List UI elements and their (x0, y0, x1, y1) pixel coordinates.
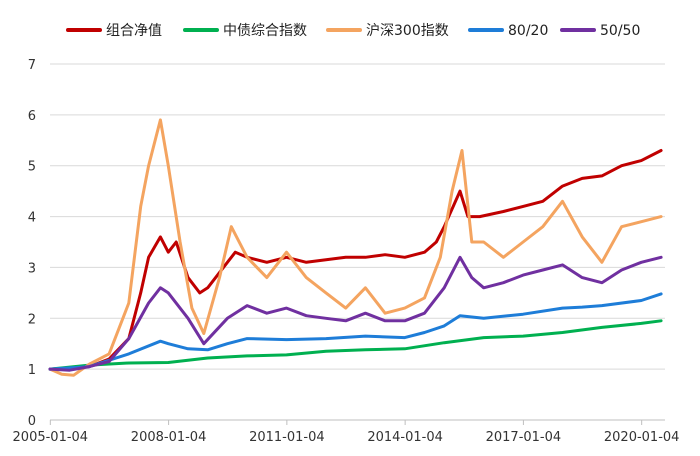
legend-label-0: 组合净值 (106, 23, 162, 39)
legend-label-3: 80/20 (508, 23, 548, 39)
series-line-0 (48, 149, 663, 371)
x-tick-label: 2017-01-04 (486, 430, 562, 445)
y-tick-label: 4 (28, 211, 36, 226)
y-tick-label: 0 (28, 414, 36, 429)
series-line-2 (48, 118, 663, 377)
legend-label-1: 中债综合指数 (223, 23, 307, 39)
x-tick-label: 2020-01-04 (604, 430, 680, 445)
y-axis-ticks: 0 1 2 3 4 5 6 7 (28, 58, 36, 429)
x-tick-label: 2014-01-04 (367, 430, 443, 445)
series-line-4 (48, 255, 663, 372)
y-tick-label: 3 (28, 261, 36, 276)
x-tick-label: 2008-01-04 (131, 430, 207, 445)
x-tick-label: 2011-01-04 (249, 430, 325, 445)
y-tick-label: 6 (28, 109, 36, 124)
x-axis-ticks: 2005-01-04 2008-01-04 2011-01-04 2014-01-04… (13, 420, 680, 445)
y-tick-label: 7 (28, 58, 36, 73)
x-tick-label: 2005-01-04 (13, 430, 89, 445)
y-tick-label: 5 (28, 160, 36, 175)
y-gridlines (50, 63, 665, 421)
y-tick-label: 2 (28, 312, 36, 327)
legend-label-2: 沪深300指数 (366, 23, 449, 39)
series-line-1 (48, 319, 663, 371)
series-line-3 (48, 292, 663, 371)
legend: 组合净值 中债综合指数 沪深300指数 80/20 50/50 (66, 23, 640, 39)
legend-label-4: 50/50 (600, 23, 640, 39)
series-lines (48, 118, 663, 377)
y-tick-label: 1 (28, 363, 36, 378)
